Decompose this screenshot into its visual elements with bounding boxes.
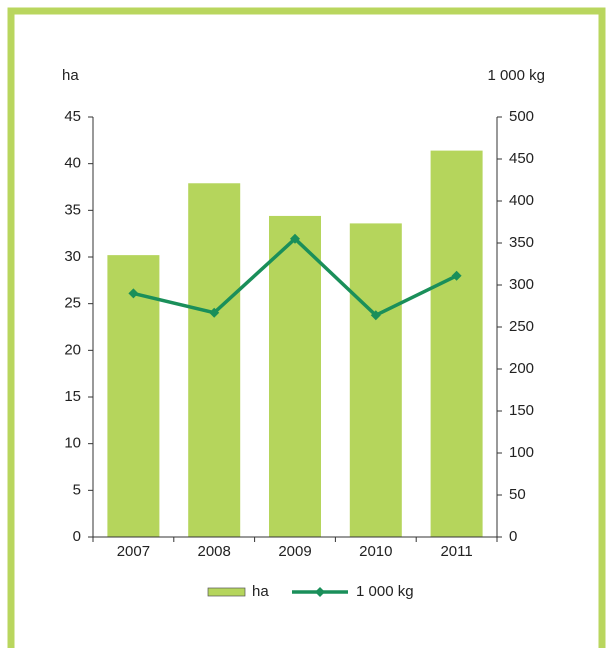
y2-tick-label: 50 <box>509 486 526 503</box>
y-tick-label: 40 <box>64 155 81 172</box>
y2-tick-label: 100 <box>509 444 534 461</box>
y2-axis-label: 1 000 kg <box>487 67 545 84</box>
legend-label: ha <box>252 583 269 600</box>
point <box>209 307 220 318</box>
legend-label: 1 000 kg <box>356 583 414 600</box>
frame <box>7 7 606 648</box>
bar <box>269 215 321 537</box>
bar <box>349 223 402 537</box>
x-tick-label: 2011 <box>440 543 472 560</box>
bar <box>107 255 160 537</box>
y-axis-label: ha <box>62 67 79 84</box>
bar <box>188 183 241 537</box>
point <box>128 288 139 299</box>
y-tick-label: 20 <box>64 341 81 358</box>
point <box>370 310 381 321</box>
y2-tick-label: 300 <box>509 276 534 293</box>
legend-marker <box>315 587 325 597</box>
x-tick-label: 2010 <box>359 543 392 560</box>
y-tick-label: 35 <box>64 201 81 218</box>
x-tick-label: 2008 <box>198 543 231 560</box>
y2-tick-label: 150 <box>509 402 534 419</box>
point <box>290 233 300 244</box>
y-tick-label: 0 <box>73 528 81 545</box>
y-tick-label: 25 <box>64 295 81 312</box>
y-tick-label: 45 <box>64 108 81 125</box>
y2-tick-label: 250 <box>509 318 534 335</box>
y2-tick-label: 400 <box>509 192 534 209</box>
x-tick-label: 2009 <box>278 543 311 560</box>
bar <box>430 150 483 537</box>
legend-swatch <box>207 587 246 597</box>
y2-tick-label: 200 <box>509 360 534 377</box>
y2-tick-label: 350 <box>509 234 534 251</box>
point <box>451 270 462 281</box>
y2-tick-label: 0 <box>509 528 517 545</box>
y-tick-label: 30 <box>64 248 81 265</box>
x-tick-label: 2007 <box>117 543 150 560</box>
y-tick-label: 10 <box>64 435 81 452</box>
y-tick-label: 5 <box>73 481 81 498</box>
y2-tick-label: 500 <box>509 108 534 125</box>
y2-tick-label: 450 <box>509 150 534 167</box>
y-tick-label: 15 <box>64 388 81 405</box>
